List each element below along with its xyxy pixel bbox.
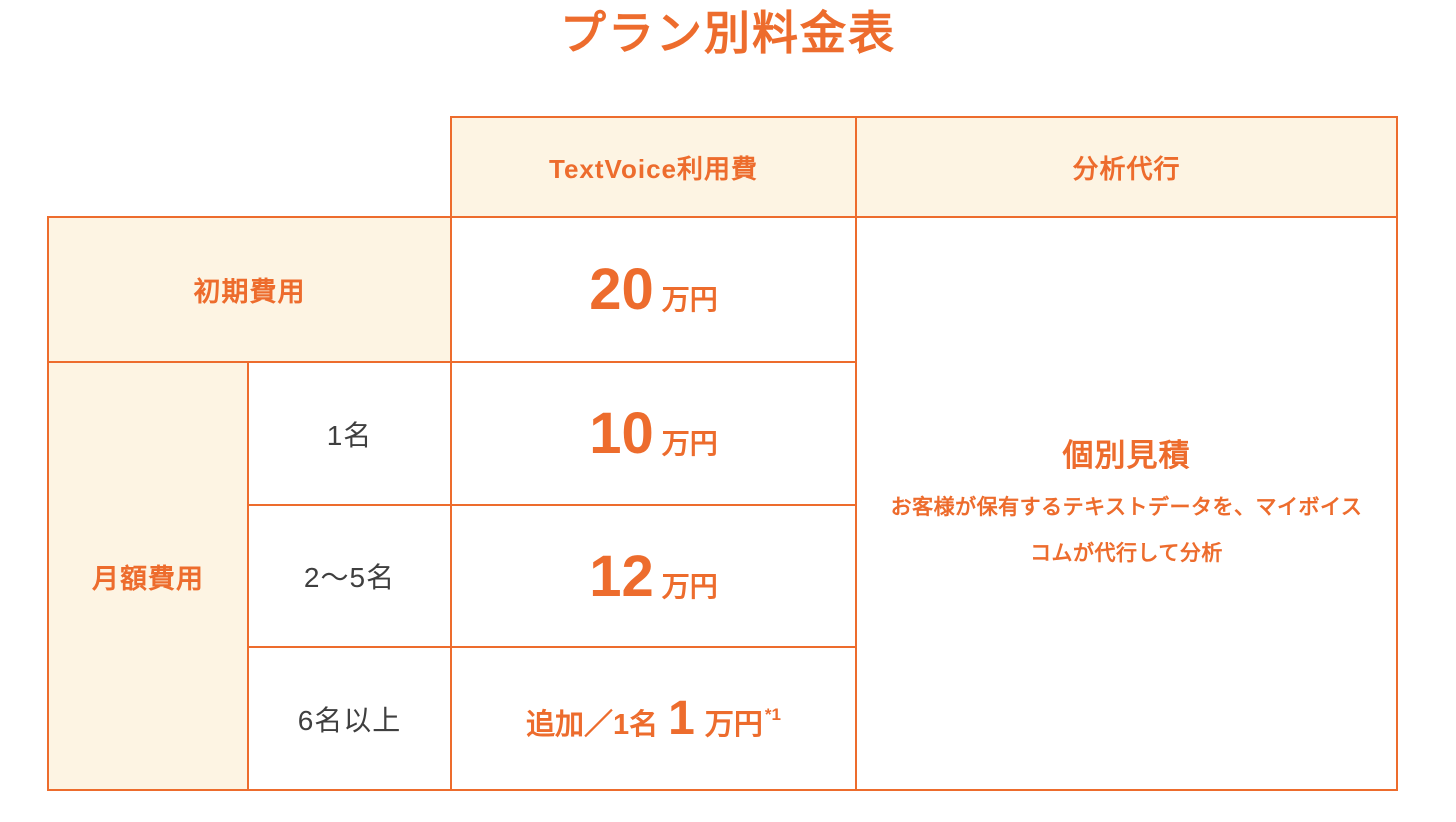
tier-price-value: 1 <box>668 692 695 745</box>
tier-price-footnote-marker: *1 <box>764 705 781 724</box>
monthly-tier-row-2: 2〜5名 12 万円 <box>48 504 1397 648</box>
monthly-tier-row-3: 6名以上 追加／1名 1 万円 *1 <box>48 646 1397 791</box>
tier-price-value: 12 <box>589 543 654 609</box>
column-header-textvoice-fee: TextVoice利用費 <box>450 116 857 218</box>
tier-price-value: 10 <box>589 401 654 466</box>
analysis-service-cell: 個別見積 お客様が保有するテキストデータを、マイボイスコムが代行して分析 <box>855 216 1398 791</box>
tier-price-unit: 万円 <box>661 570 718 602</box>
initial-cost-row: 初期費用 20 万円 個別見積 お客様が保有するテキストデータを、マイボイスコムが… <box>47 216 1398 791</box>
row-header-monthly-cost: 月額費用 <box>47 361 249 791</box>
monthly-tier-row-1: 月額費用 1名 10 万円 <box>47 361 1397 791</box>
tier-label-6-plus-persons: 6名以上 <box>247 646 452 791</box>
row-header-initial-cost: 初期費用 <box>47 216 452 363</box>
tier-label-2-5-persons: 2〜5名 <box>247 504 452 648</box>
analysis-service-description: お客様が保有するテキストデータを、マイボイスコムが代行して分析 <box>890 495 1363 565</box>
tier-price-prefix: 追加／1名 <box>526 709 659 741</box>
page-title: プラン別料金表 <box>560 7 896 59</box>
tier-price-unit: 万円 <box>704 709 763 741</box>
tier-price-2-5-persons: 12 万円 <box>450 504 857 648</box>
column-header-analysis-service: 分析代行 <box>855 116 1398 218</box>
tier-price-1-person: 10 万円 <box>450 361 857 506</box>
tier-label-1-person: 1名 <box>247 361 452 506</box>
pricing-table: TextVoice利用費 分析代行 初期費用 20 万円 個別見積 お客様が保有す… <box>47 116 1398 791</box>
initial-cost-price-cell: 20 万円 <box>450 216 857 363</box>
analysis-service-title: 個別見積 <box>1062 437 1191 473</box>
empty-corner-cell <box>48 117 451 217</box>
initial-cost-price-value: 20 <box>589 257 654 322</box>
header-row: TextVoice利用費 分析代行 <box>48 116 1398 218</box>
initial-cost-price-unit: 万円 <box>661 284 718 315</box>
tier-price-6-plus-persons: 追加／1名 1 万円 *1 <box>450 646 857 791</box>
tier-price-unit: 万円 <box>661 428 718 459</box>
